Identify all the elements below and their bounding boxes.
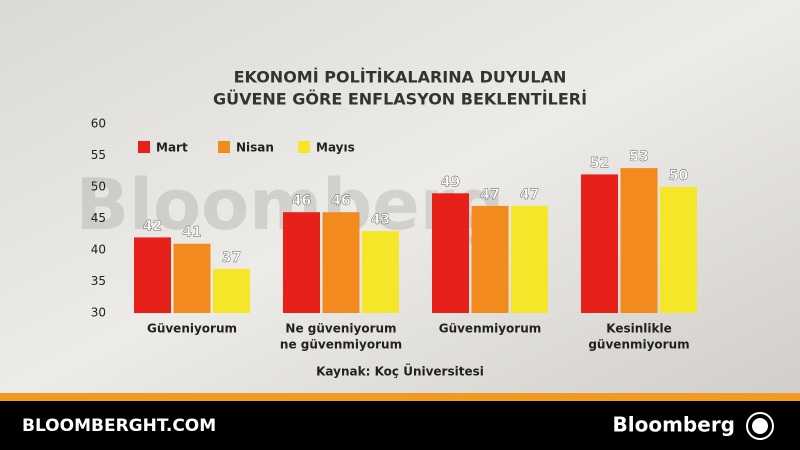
source: Kaynak: Koç Üniversitesi — [316, 364, 484, 379]
value-label: 47 — [520, 187, 539, 203]
bar — [620, 168, 658, 313]
legend-swatch — [218, 141, 230, 153]
value-label: 53 — [629, 149, 648, 165]
x-tick-label: güvenmiyorum — [588, 338, 689, 352]
legend-label: Mayıs — [316, 141, 355, 155]
value-label: 46 — [292, 193, 311, 209]
footer-site: BLOOMBERGHT.COM — [22, 416, 216, 436]
chart-title: GÜVENE GÖRE ENFLASYON BEKLENTİLERİ — [213, 90, 587, 109]
legend-label: Nisan — [236, 141, 274, 155]
bar — [362, 231, 399, 313]
bar — [511, 205, 548, 313]
value-label: 46 — [331, 193, 350, 209]
x-tick-label: Kesinlikle — [606, 322, 671, 336]
y-tick-label: 50 — [91, 180, 106, 194]
bar — [660, 187, 697, 313]
value-label: 50 — [669, 168, 689, 184]
footer-logo — [746, 412, 774, 440]
legend-swatch — [298, 141, 310, 153]
bar — [471, 205, 509, 313]
value-label: 52 — [590, 155, 609, 171]
footer-bar — [0, 401, 800, 450]
x-tick-label: Güveniyorum — [147, 322, 237, 336]
y-tick-label: 55 — [91, 148, 106, 162]
value-label: 37 — [222, 250, 241, 266]
y-tick-label: 30 — [91, 306, 106, 320]
value-label: 41 — [182, 225, 201, 241]
x-tick-label: Güvenmiyorum — [439, 322, 542, 336]
bar — [134, 237, 171, 313]
y-tick-label: 60 — [91, 117, 106, 131]
bar — [213, 268, 250, 313]
value-label: 43 — [371, 212, 390, 228]
y-tick-label: 40 — [91, 243, 106, 257]
y-tick-label: 35 — [91, 274, 106, 288]
bar — [432, 193, 469, 313]
bar — [322, 212, 360, 313]
bar — [283, 212, 320, 313]
footer-stripe — [0, 393, 800, 401]
legend-swatch — [138, 141, 150, 153]
chart-title: EKONOMİ POLİTİKALARINA DUYULAN — [234, 68, 567, 87]
legend-label: Mart — [156, 141, 188, 155]
footer-brand: Bloomberg — [613, 413, 735, 437]
value-label: 42 — [143, 218, 162, 234]
y-tick-label: 45 — [91, 211, 106, 225]
value-label: 47 — [480, 187, 499, 203]
x-tick-label: Ne güveniyorum — [285, 322, 396, 336]
footer-logo — [752, 418, 768, 434]
bar — [173, 243, 211, 313]
value-label: 49 — [441, 174, 460, 190]
bar — [581, 174, 618, 313]
x-tick-label: ne güvenmiyorum — [280, 338, 402, 352]
